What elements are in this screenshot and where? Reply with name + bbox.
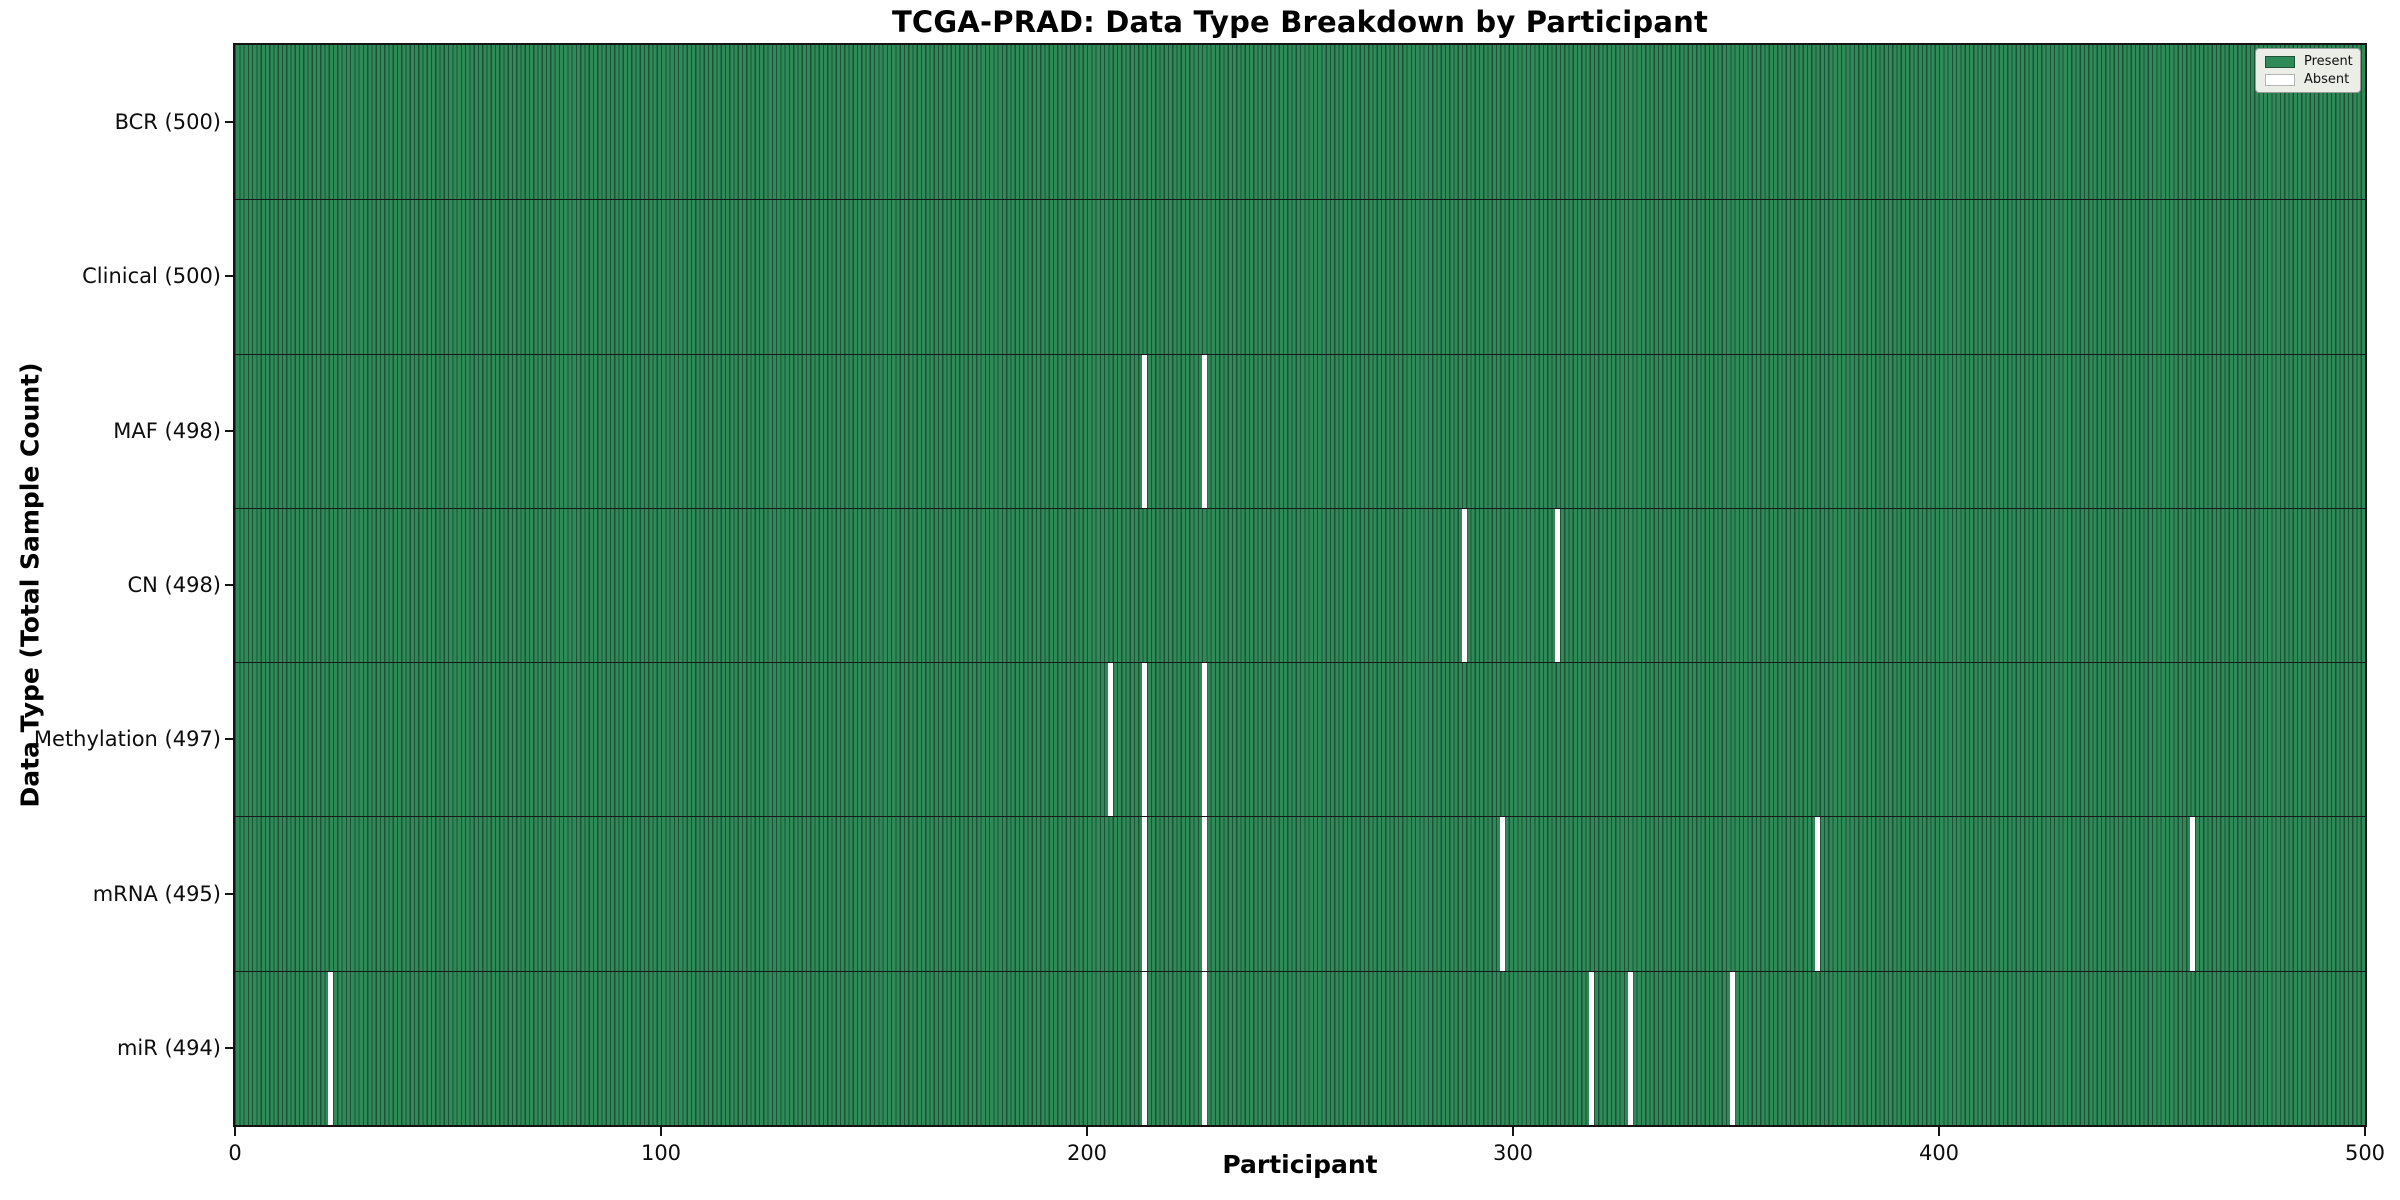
absent-gap-methylation-205 <box>1107 663 1113 817</box>
absent-gap-mrna-371 <box>1815 817 1821 971</box>
y-tick-mark <box>225 275 233 278</box>
legend-item-absent: Absent <box>2265 73 2351 86</box>
absent-gap-mrna-297 <box>1499 817 1505 971</box>
y-tick-mark <box>225 738 233 741</box>
y-tick-mark <box>225 121 233 124</box>
y-tick-mark <box>225 892 233 895</box>
absent-gap-mir-351 <box>1729 971 1735 1125</box>
legend-present-label: Present <box>2304 54 2353 69</box>
x-tick-mark <box>2364 1127 2366 1136</box>
y-tick-label-maf: MAF (498) <box>113 418 221 443</box>
legend-item-present: Present <box>2265 54 2353 69</box>
heatmap-row-bcr <box>235 45 2365 200</box>
x-tick-mark <box>1086 1127 1088 1136</box>
x-tick-label-200: 200 <box>1066 1141 1108 1165</box>
absent-gap-mir-318 <box>1589 971 1595 1125</box>
heatmap-row-clinical <box>235 199 2365 354</box>
x-tick-mark <box>660 1127 662 1136</box>
absent-gap-maf-227 <box>1201 354 1207 508</box>
y-tick-label-methylation: Methylation (497) <box>33 727 221 752</box>
legend: Present Absent <box>2255 48 2361 93</box>
x-axis-label: Participant <box>1222 1150 1378 1179</box>
y-tick-label-mir: miR (494) <box>116 1035 221 1060</box>
absent-gap-mir-22 <box>328 971 334 1125</box>
x-tick-label-400: 400 <box>1918 1141 1960 1165</box>
chart-title: TCGA-PRAD: Data Type Breakdown by Partic… <box>891 5 1709 39</box>
heatmap-row-methylation <box>235 662 2365 817</box>
heatmap-row-mrna <box>235 816 2365 971</box>
x-tick-label-300: 300 <box>1492 1141 1534 1165</box>
x-tick-mark <box>1512 1127 1514 1136</box>
heatmap-row-mir <box>235 970 2365 1125</box>
absent-gap-cn-288 <box>1461 508 1467 663</box>
absent-gap-mir-227 <box>1201 971 1207 1125</box>
plot-area: BCR (500) Clinical (500) MAF (498) CN (498)… <box>34 43 2385 1165</box>
y-tick-mark <box>225 1046 233 1049</box>
x-tick-label-0: 0 <box>228 1141 242 1165</box>
absent-gap-methylation-213 <box>1142 663 1147 817</box>
absent-swatch <box>2265 73 2295 86</box>
heatmap-row-cn <box>235 507 2365 663</box>
x-tick-label-500: 500 <box>2344 1141 2386 1165</box>
legend-absent-label: Absent <box>2304 72 2350 87</box>
absent-gap-mir-213 <box>1142 971 1147 1125</box>
absent-gap-cn-310 <box>1555 508 1561 663</box>
y-tick-mark <box>225 584 233 586</box>
absent-gap-mrna-213 <box>1142 817 1147 971</box>
absent-gap-mir-327 <box>1627 971 1633 1125</box>
x-tick-mark <box>1938 1127 1940 1136</box>
absent-gap-mrna-227 <box>1201 817 1207 971</box>
y-tick-label-cn: CN (498) <box>127 573 221 597</box>
absent-gap-methylation-227 <box>1201 663 1207 817</box>
absent-gap-maf-213 <box>1142 354 1147 508</box>
heatmap-row-maf <box>235 353 2365 508</box>
y-tick-label-mrna: mRNA (495) <box>92 881 221 906</box>
absent-gap-mrna-459 <box>2189 817 2195 971</box>
y-tick-label-bcr: BCR (500) <box>114 110 221 135</box>
x-tick-label-100: 100 <box>640 1141 682 1165</box>
x-tick-mark <box>234 1127 236 1136</box>
present-swatch <box>2265 55 2295 68</box>
y-tick-label-clinical: Clinical (500) <box>82 264 221 289</box>
y-tick-mark <box>225 429 233 432</box>
